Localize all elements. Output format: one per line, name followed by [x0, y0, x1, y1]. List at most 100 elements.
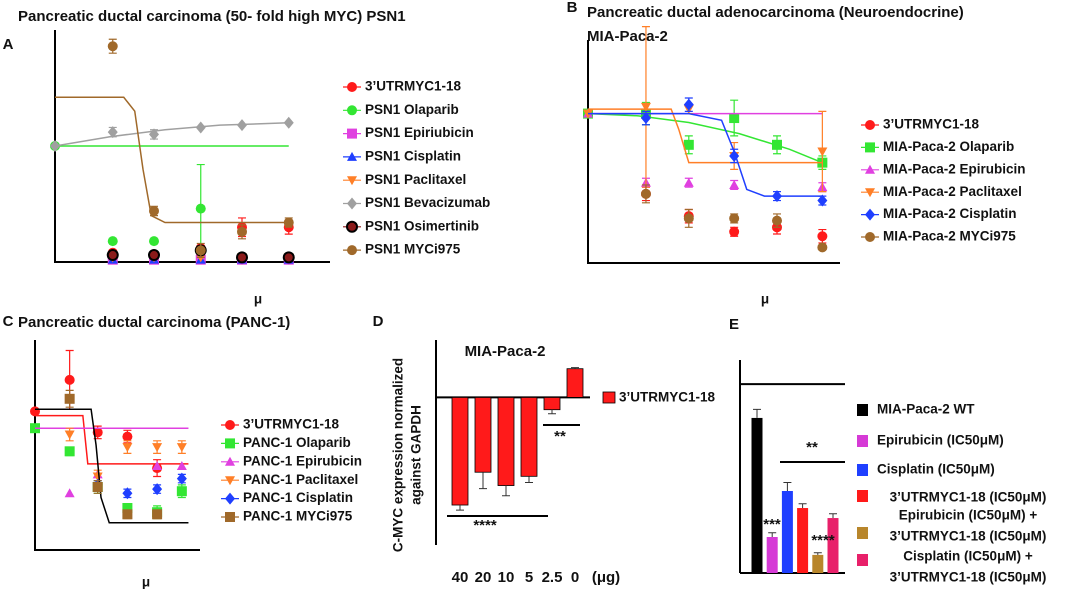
bar	[520, 396, 538, 477]
legend-label: 3’UTRMYC1-18 (IC50μM)	[890, 570, 1047, 585]
marker	[772, 139, 782, 150]
marker	[64, 430, 75, 440]
marker	[195, 203, 206, 214]
marker	[152, 509, 163, 520]
legend-label: PSN1 Cisplatin	[365, 148, 461, 163]
legend-marker	[225, 492, 235, 505]
legend-label: Cisplatin (IC50μM)	[877, 462, 995, 477]
legend-label: PANC-1 Paclitaxel	[243, 472, 358, 487]
marker	[282, 251, 295, 264]
legend-label: 3’UTRMYC1-18	[243, 417, 340, 432]
marker	[729, 213, 740, 224]
legend-label: MIA-Paca-2 Olaparib	[883, 139, 1014, 154]
marker	[817, 231, 828, 242]
panel-label: C	[3, 313, 14, 330]
legend-swatch	[857, 490, 868, 502]
legend-label: Epirubicin (IC50μM)	[877, 433, 1004, 448]
marker	[64, 393, 75, 404]
panel-label: D	[373, 313, 384, 330]
legend-label: PSN1 MYCi975	[365, 242, 461, 257]
panel-label: B	[567, 0, 578, 16]
marker	[195, 121, 206, 134]
fit-curve	[587, 112, 823, 164]
error-bar	[813, 552, 822, 555]
marker	[50, 140, 60, 152]
annotation: ***	[763, 516, 781, 533]
legend-swatch	[857, 527, 868, 539]
marker	[683, 213, 694, 224]
fit-curve	[54, 122, 289, 147]
panel-label: A	[3, 36, 14, 53]
marker	[237, 226, 247, 237]
marker	[149, 128, 159, 141]
legend-label: MIA-Paca-2 Epirubicin	[883, 161, 1026, 176]
legend-swatch	[857, 435, 868, 447]
legend-label: MIA-Paca-2 MYCi975	[883, 229, 1016, 244]
marker	[195, 245, 206, 256]
marker	[683, 98, 694, 111]
bar	[827, 518, 839, 573]
legend-label: MIA-Paca-2 Cisplatin	[883, 206, 1017, 221]
marker	[148, 249, 160, 262]
legend-marker	[865, 232, 875, 242]
marker	[106, 249, 119, 262]
marker	[30, 406, 40, 417]
legend-marker	[347, 176, 357, 186]
legend-marker	[225, 456, 235, 466]
legend-label: 3’UTRMYC1-18	[619, 390, 716, 405]
legend-marker	[225, 438, 235, 449]
x-axis-label: μ	[761, 292, 769, 307]
legend-swatch	[602, 391, 616, 404]
legend-marker	[225, 476, 235, 486]
error-bar	[548, 409, 556, 415]
legend-swatch	[857, 404, 868, 416]
fit-curve	[35, 414, 189, 465]
marker	[176, 486, 187, 497]
bar	[797, 508, 809, 573]
marker	[683, 177, 694, 187]
marker	[122, 431, 133, 442]
legend-marker	[865, 142, 875, 153]
legend-label: 3’UTRMYC1-18 (IC50μM)	[890, 490, 1047, 505]
bar	[497, 396, 515, 486]
legend-marker	[865, 188, 875, 198]
marker	[92, 472, 103, 482]
legend-label: PSN1 Olaparib	[365, 102, 459, 117]
error-bar	[525, 476, 533, 483]
legend-label: Epirubicin (IC50μM) +	[899, 508, 1038, 523]
marker	[817, 147, 828, 157]
bar	[566, 368, 584, 398]
marker	[122, 443, 133, 453]
legend-label: PANC-1 Epirubicin	[243, 453, 362, 468]
legend-marker	[225, 420, 235, 430]
x-axis-label: μ	[142, 575, 150, 589]
legend-label: 3’UTRMYC1-18	[883, 117, 980, 132]
marker	[640, 112, 651, 125]
marker	[122, 487, 133, 500]
marker	[149, 236, 159, 247]
bar	[543, 396, 561, 411]
x-tick-label: 20	[475, 569, 492, 586]
marker	[107, 126, 118, 139]
chart-title: Pancreatic ductal carcinoma (50- fold hi…	[18, 8, 406, 25]
y-axis-label: C-MYC expression normalized	[391, 358, 406, 552]
marker	[176, 461, 187, 470]
legend-label: PSN1 Osimertinib	[365, 218, 479, 233]
bar	[474, 396, 492, 473]
x-tick-label: 10	[498, 569, 515, 586]
marker	[817, 194, 828, 207]
x-tick-label: 0	[571, 569, 579, 586]
annotation: **	[554, 428, 566, 445]
bar	[451, 396, 469, 506]
legend-label: PSN1 Bevacizumab	[365, 195, 490, 210]
legend-label: 3’UTRMYC1-18	[365, 79, 462, 94]
marker	[122, 503, 133, 513]
bar	[751, 417, 763, 573]
error-bar	[829, 513, 837, 519]
error-bar	[479, 472, 487, 490]
error-bar	[783, 481, 792, 491]
legend-marker	[347, 197, 357, 210]
annotation: **	[806, 439, 818, 456]
legend-marker	[347, 128, 357, 139]
legend-marker	[225, 512, 235, 522]
